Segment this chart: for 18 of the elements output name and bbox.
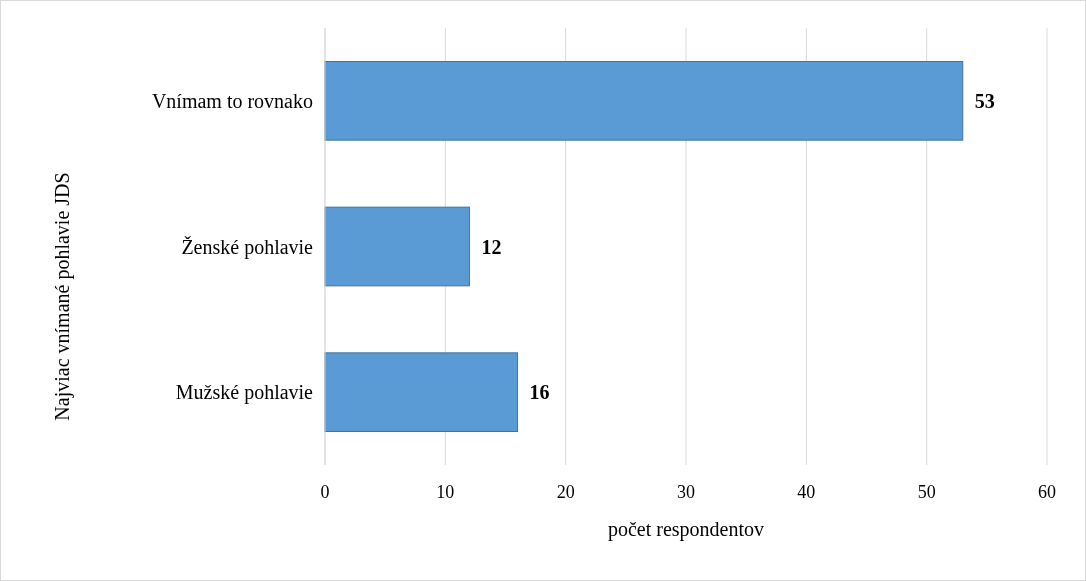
data-label: 53 [974, 89, 995, 112]
x-tick-label: 10 [436, 482, 455, 502]
x-axis-title: počet respondentov [607, 518, 765, 541]
y-tick-label: Ženské pohlavie [181, 235, 314, 259]
y-tick-label: Vnímam to rovnako [151, 89, 313, 112]
bar [324, 352, 519, 432]
y-tick-label: Mužské pohlavie [175, 381, 314, 405]
x-tick-label: 60 [1038, 482, 1056, 502]
x-tick-label: 0 [320, 482, 330, 502]
data-label: 16 [529, 381, 550, 404]
bar [324, 206, 470, 287]
x-tick-label: 30 [677, 482, 695, 502]
x-tick-label: 40 [797, 482, 816, 502]
x-tick-label: 20 [556, 482, 575, 502]
bar [324, 61, 964, 141]
y-axis-title: Najviac vnímané pohlavie JDS [51, 172, 74, 421]
x-tick-label: 50 [917, 482, 936, 502]
data-label: 12 [481, 235, 502, 258]
